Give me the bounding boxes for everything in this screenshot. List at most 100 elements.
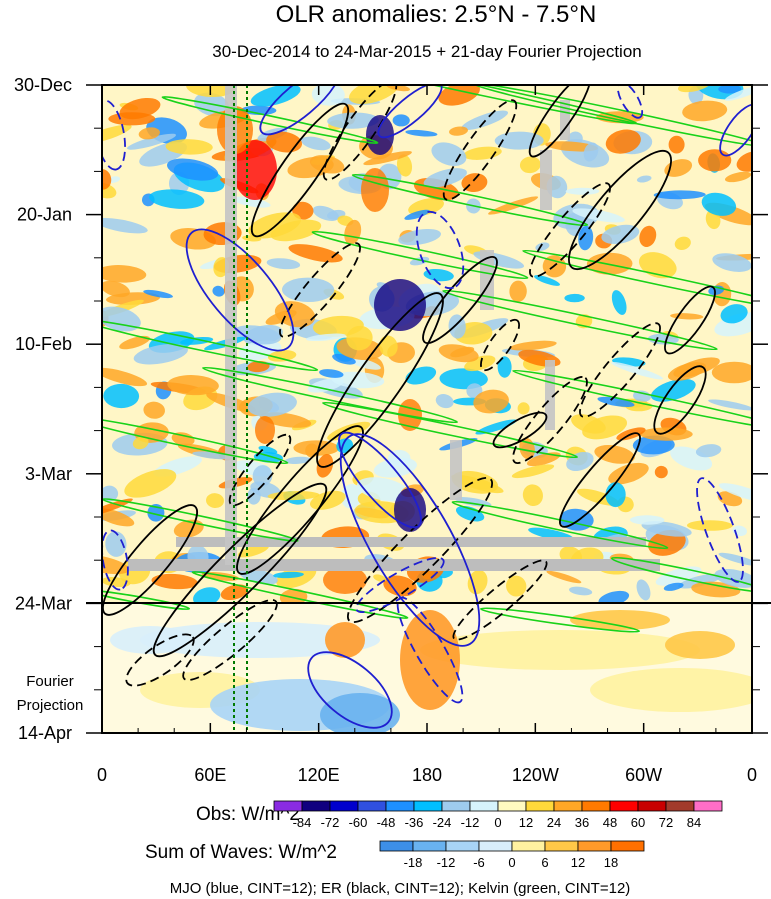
positive-anomaly-patch [511,464,555,479]
positive-anomaly-patch [449,126,468,136]
er-contour [322,85,398,181]
waves-colorbar-swatch [577,840,612,852]
waves-colorbar: -18 -12 -6 0 6 12 18 [379,840,645,870]
er-contour [152,482,328,658]
negative-anomaly-patch [133,343,188,365]
obs-colorbar-swatch [637,800,667,812]
mjo-contour [185,228,295,352]
positive-anomaly-patch [165,139,213,155]
obs-colorbar: -84 -72 -60 -48 -36 -24 -12 0 12 24 36 48 60 72 84 [273,800,723,830]
negative-anomaly-patch [724,85,752,101]
positive-anomaly-patch [102,498,133,517]
waves-colorbar-tick-label: 0 [508,855,515,870]
y-tick-label: 3-Mar [25,464,72,484]
negative-anomaly-patch [641,521,692,537]
er-contour [512,376,588,464]
er-contour [559,432,641,528]
positive-anomaly-patch [522,484,543,507]
positive-anomaly-patch [102,124,132,145]
kelvin-contour [472,85,752,148]
negative-anomaly-patch [605,482,626,508]
reference-longitude-lines [233,85,248,733]
y-tick-label: 10-Feb [15,334,72,354]
obs-colorbar-swatch [441,800,471,812]
positive-anomaly-patch [488,196,539,215]
er-contour [528,85,592,158]
negative-anomaly-patch [583,142,599,162]
obs-colorbar-tick-label: 48 [603,815,617,830]
obs-colorbar-swatch [609,800,639,812]
positive-anomaly-patch [686,520,733,531]
projected-wave-sum-patch [110,626,190,654]
obs-colorbar-tick-label: 72 [659,815,673,830]
negative-anomaly-patch [718,85,742,94]
negative-anomaly-patch [564,293,585,303]
chart-title: OLR anomalies: 2.5°N - 7.5°N [276,1,597,28]
positive-anomaly-patch [119,335,150,350]
mjo-contour [259,85,341,136]
er-contour [279,242,361,338]
negative-anomaly-patch [568,586,593,596]
positive-anomaly-patch [517,402,530,415]
mjo-contour [719,103,752,157]
negative-anomaly-patch [636,579,651,601]
obs-colorbar-swatch [525,800,555,812]
projected-wave-sum-patch [325,622,365,658]
negative-anomaly-patch [578,225,594,251]
kelvin-contour [311,230,529,280]
strong-anomaly-patch [366,115,394,155]
negative-anomaly-patch [701,192,737,216]
waves-colorbar-tick-label: -12 [437,855,456,870]
obs-colorbar-tick-label: -12 [461,815,480,830]
positive-anomaly-patch [438,344,479,363]
negative-anomaly-patch [718,483,752,503]
negative-anomaly-patch [232,196,271,208]
negative-anomaly-patch [678,573,722,589]
negative-anomaly-patch [435,394,454,409]
positive-anomaly-patch [206,493,224,509]
projection-label-line1: Fourier [26,673,74,690]
missing-data-streak [450,440,462,500]
waves-colorbar-tick-label: 18 [604,855,618,870]
negative-anomaly-patch [404,209,430,220]
mjo-contour [338,431,422,529]
positive-anomaly-patch [312,315,364,337]
x-tick-label: 0 [97,765,107,785]
negative-anomaly-patch [708,399,752,411]
er-contour [250,102,350,238]
positive-anomaly-patch [102,182,117,199]
positive-anomaly-patch [654,465,668,479]
negative-anomaly-patch [193,587,221,607]
negative-anomaly-patch [143,289,173,299]
negative-anomaly-patch [247,392,297,417]
positive-anomaly-patch [316,454,334,478]
footnote: MJO (blue, CINT=12); ER (black, CINT=12)… [170,880,631,897]
waves-colorbar-swatch [544,840,579,852]
positive-anomaly-patch [138,127,160,140]
strong-anomaly-patch [255,416,275,444]
positive-anomaly-patch [267,350,297,362]
obs-colorbar-swatch [665,800,695,812]
obs-colorbar-swatch [357,800,387,812]
obs-colorbar-swatch [329,800,359,812]
positive-anomaly-patch [310,490,346,510]
positive-anomaly-patch [509,340,557,351]
kelvin-contour [322,401,578,459]
negative-anomaly-patch [423,168,467,188]
y-tick-label: 24-Mar [15,593,72,613]
obs-colorbar-swatch [553,800,583,812]
obs-colorbar-tick-label: -60 [349,815,368,830]
waves-colorbar-tick-label: 12 [571,855,585,870]
obs-colorbar-tick-label: -48 [377,815,396,830]
positive-anomaly-patch [167,375,219,396]
x-tick-label: 60W [625,765,662,785]
mjo-contour [616,85,644,119]
negative-anomaly-patch [695,444,722,458]
positive-anomaly-patch [274,301,316,328]
positive-anomaly-patch [519,156,541,174]
waves-colorbar-swatch [511,840,546,852]
negative-anomaly-patch [305,333,346,342]
mjo-contour [307,651,393,729]
positive-anomaly-patch [270,219,322,242]
positive-anomaly-patch [546,570,582,584]
